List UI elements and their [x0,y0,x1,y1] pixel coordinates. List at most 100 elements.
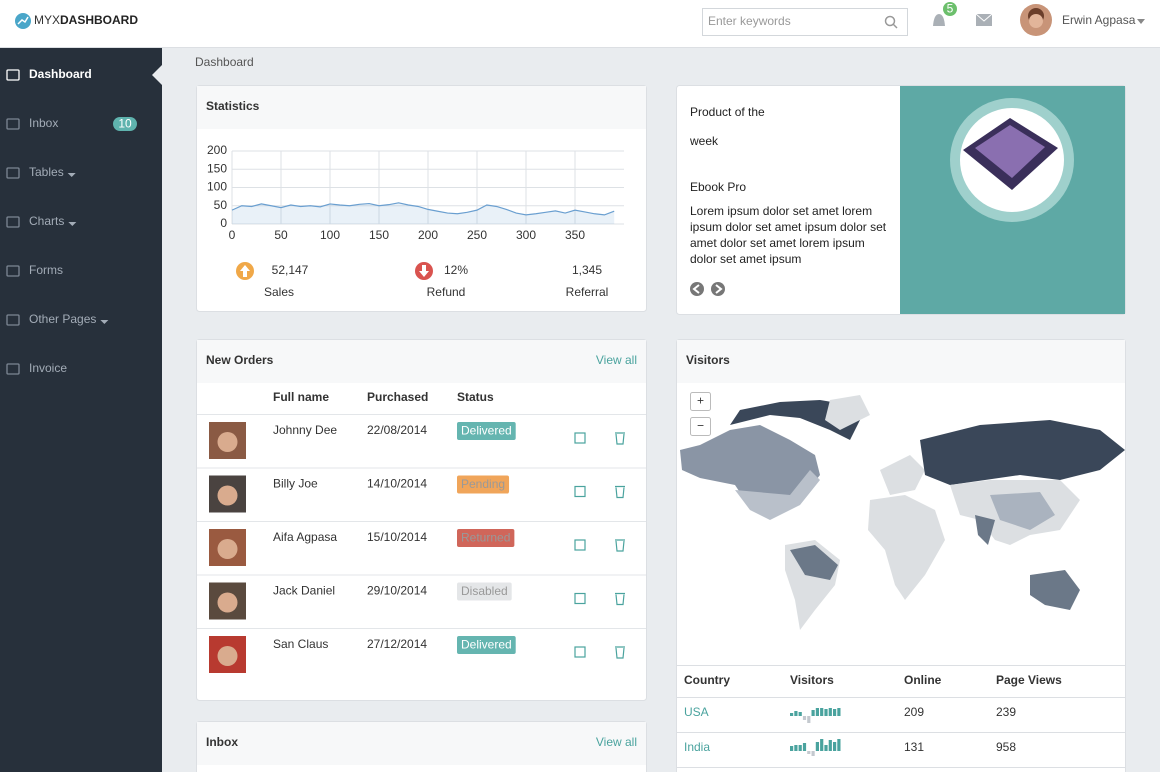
bell-icon[interactable] [933,14,945,26]
line-series [231,202,615,216]
menu-item[interactable]: Invoice [29,361,67,375]
purchase-date: 14/10/2014 [367,477,427,491]
menu-icon [6,167,20,179]
status-label [457,529,515,547]
search-icon[interactable] [884,15,896,27]
zoom-out-button[interactable] [690,417,711,436]
purchase-date: 22/08/2014 [367,423,427,437]
menu-icon [6,118,20,130]
menu-item[interactable]: Forms [29,263,63,277]
country-link[interactable]: India [684,740,710,754]
delete-button[interactable] [615,539,625,552]
prev-button[interactable] [690,282,704,296]
customer-name: Aifa Agpasa [273,530,337,544]
menu-item[interactable]: Tables [29,165,64,179]
statistics-chart: 0 50 100 150 200 0 50 100 150 200 250 300 350 [207,143,624,242]
y-tick-label: 0 [220,216,227,230]
zoom-in-label: + [697,394,704,408]
column-header: Purchased [367,390,428,404]
sidebar-menu: Dashboard Inbox 10 Tables Charts Forms Other P… [6,65,162,375]
orders-panel [196,339,647,701]
top-bar [0,0,1160,48]
badge [113,117,137,131]
product-name: Ebook Pro [690,180,746,194]
status-label [457,475,510,494]
product-description: Lorem ipsum dolor set amet lorem ipsum d… [690,204,887,266]
map-north-america [680,425,820,510]
y-tick-label: 50 [214,198,228,212]
dropdown-caret [100,320,109,324]
delete-button[interactable] [615,592,625,606]
column-header: Status [457,390,494,404]
map-russia [920,420,1125,485]
view-all-link[interactable]: View all [596,353,637,367]
prev-arrow [692,284,700,294]
status-text: Delivered [461,638,512,652]
view-all-link[interactable]: View all [596,735,637,749]
panel-title: New Orders [206,353,274,367]
menu-item[interactable]: Dashboard [29,67,92,81]
avatar-face [217,646,238,666]
menu-icon [6,265,20,277]
sparkline-bar [833,742,837,751]
customer-name: Jack Daniel [273,584,335,598]
x-tick-label: 350 [565,228,585,242]
product-heading: week [689,134,719,148]
search-icon-handle [892,23,898,29]
map-africa [868,495,945,600]
mail-icon-flap [975,13,993,22]
menu-item[interactable]: Inbox [29,116,58,130]
edit-button[interactable] [574,539,586,551]
country-link[interactable]: USA [684,705,709,719]
purchase-date: 27/12/2014 [367,637,427,651]
avatar-face [217,485,238,506]
search-box[interactable] [702,8,908,36]
search-placeholder: Enter keywords [708,14,791,28]
sparkline-bar [798,712,802,716]
status-label [457,422,516,440]
y-tick-label: 150 [207,161,227,175]
user-avatar-face [1029,14,1043,28]
zoom-out-label: − [697,419,704,433]
sparkline-bar [794,745,798,751]
menu-item[interactable]: Other Pages [29,312,96,326]
status-text: Delivered [461,424,512,438]
purchase-date: 15/10/2014 [367,530,427,544]
column-header: Country [684,673,730,687]
map-brazil [790,545,838,580]
delete-button[interactable] [615,485,625,499]
panel-header [197,722,646,765]
stat-value: 52,147 [272,263,309,277]
panel-title: Visitors [686,353,730,367]
next-button[interactable] [711,282,725,296]
edit-button[interactable] [574,432,586,444]
x-tick-label: 300 [516,228,536,242]
edit-button[interactable] [574,646,586,658]
next-arrow [715,284,723,294]
panel-title: Statistics [206,99,260,113]
logo[interactable]: MYXDASHBOARD [34,13,138,27]
sparkline-bar [807,751,811,754]
menu-icon [6,216,20,228]
map-greenland [825,395,870,430]
sparkline-bar [807,716,811,723]
map-usa [735,470,820,520]
sparkline-bar [811,751,815,756]
panel-header [197,86,646,129]
map-india [975,515,995,545]
zoom-in-button[interactable] [690,392,711,411]
y-tick-label: 100 [207,180,227,194]
x-tick-label: 0 [229,228,236,242]
map-china [990,492,1055,530]
delete-button[interactable] [615,646,625,659]
status-text: Returned [461,531,510,545]
edit-button[interactable] [574,592,586,605]
menu-item[interactable]: Charts [29,214,64,228]
map-europe [880,455,925,495]
sparkline-bar [828,708,832,716]
user-name[interactable]: Erwin Agpasa [1062,13,1136,27]
x-tick-label: 50 [274,228,288,242]
edit-button[interactable] [574,485,586,498]
delete-button[interactable] [615,432,625,445]
